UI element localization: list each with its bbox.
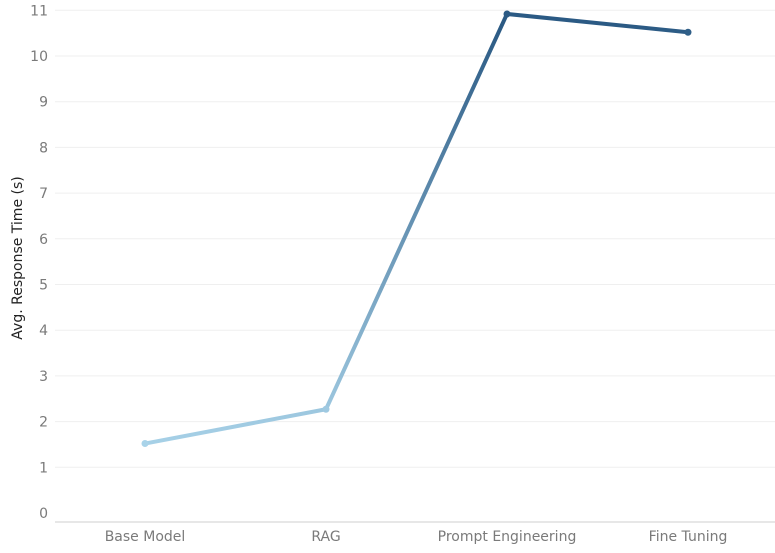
x-tick-label: RAG [311,529,340,545]
data-point [503,10,511,18]
y-tick-label: 0 [39,506,48,522]
data-point [141,440,149,448]
gridlines [55,9,775,468]
x-tick-label: Base Model [105,529,186,545]
series-line-path [143,11,690,446]
y-tick-label: 8 [39,140,48,156]
data-point [322,405,330,413]
y-tick-label: 10 [30,49,48,65]
y-axis-title: Avg. Response Time (s) [10,176,26,339]
y-tick-label: 4 [39,323,48,339]
y-tick-label: 7 [39,186,48,202]
y-axis-ticks: 0 1 2 3 4 5 6 7 8 9 10 11 [30,3,48,522]
x-tick-label: Fine Tuning [649,529,728,545]
data-point [684,28,692,36]
y-tick-label: 11 [30,3,48,19]
x-axis-ticks: Base Model RAG Prompt Engineering Fine Tuni… [105,529,728,545]
x-tick-label: Prompt Engineering [438,529,577,545]
y-tick-label: 1 [39,460,48,476]
y-tick-label: 3 [39,369,48,385]
y-tick-label: 2 [39,415,48,431]
y-tick-label: 5 [39,278,48,294]
series-line [143,11,690,446]
y-tick-label: 6 [39,232,48,248]
y-tick-label: 9 [39,95,48,111]
data-points [141,10,692,448]
